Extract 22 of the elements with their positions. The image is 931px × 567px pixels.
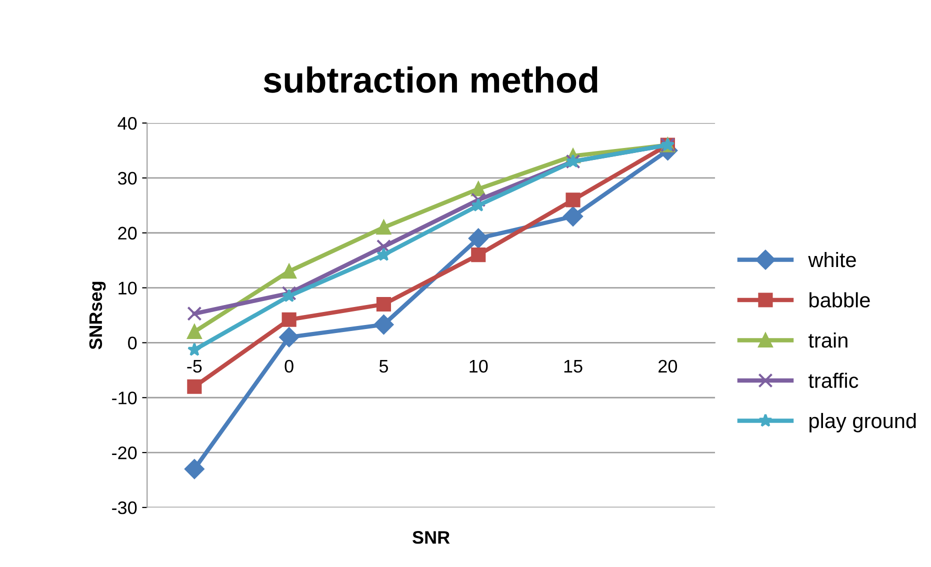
y-tick-label: -20 xyxy=(112,446,137,460)
y-tick-label: 40 xyxy=(118,116,137,130)
x-tick-label: -5 xyxy=(187,360,202,373)
legend-label: train xyxy=(808,332,848,348)
y-tick-label: 10 xyxy=(118,282,137,295)
x-tick-label: 20 xyxy=(658,360,678,373)
x-axis-title: SNR xyxy=(412,531,450,544)
y-tick-label: -30 xyxy=(112,501,137,514)
y-tick-label: 0 xyxy=(128,336,137,350)
legend-label: babble xyxy=(810,292,870,308)
legend-label: traffic xyxy=(808,372,858,388)
x-tick-label: 10 xyxy=(470,360,488,373)
x-tick-label: 15 xyxy=(564,360,582,373)
legend-label: white xyxy=(808,252,856,268)
y-tick-label: 30 xyxy=(118,172,137,185)
chart-title: subtraction method xyxy=(264,66,598,93)
y-tick-label: -10 xyxy=(112,392,137,404)
x-tick-label: 5 xyxy=(379,360,388,373)
y-axis-title: SNRseg xyxy=(89,282,106,350)
y-tick-label: 20 xyxy=(118,226,137,240)
legend-label: play ground xyxy=(810,412,916,432)
x-tick-label: 0 xyxy=(284,360,294,373)
